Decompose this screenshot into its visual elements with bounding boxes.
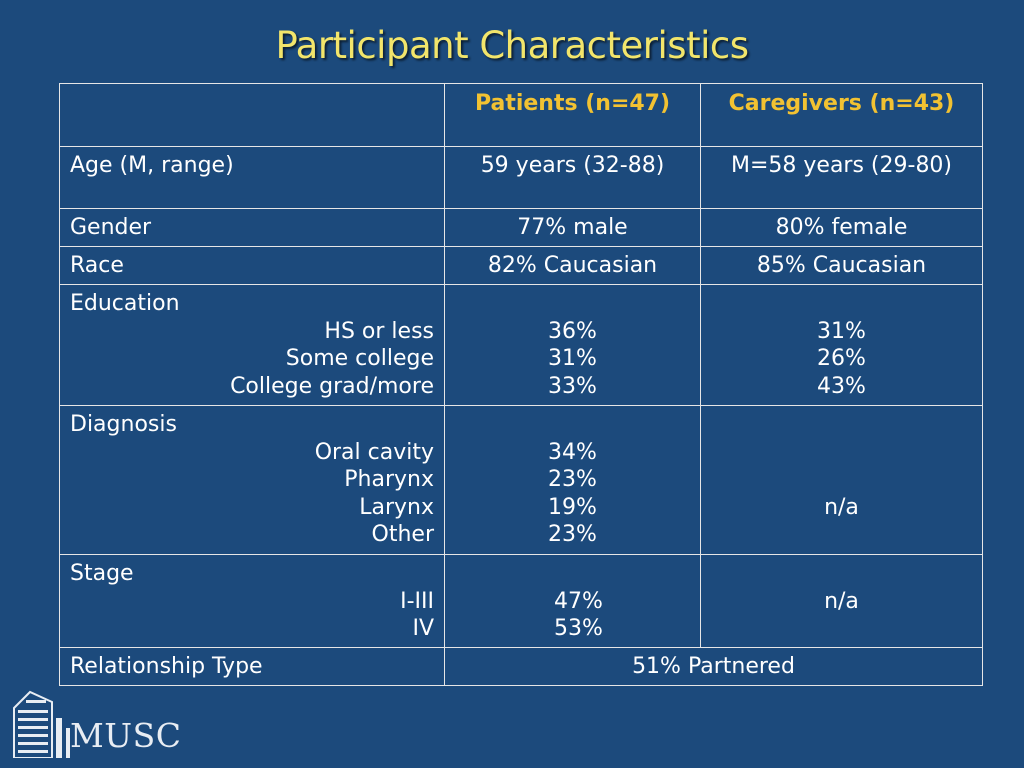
cell-gender-patients: 77% male [444,208,701,247]
cell-gender-caregivers: 80% female [700,208,983,247]
row-label-education: Education [70,291,180,316]
page-title: Participant Characteristics [275,24,749,67]
education-caregivers-college-grad: 43% [817,373,866,399]
stage-caregivers-na: n/a [824,588,859,614]
education-sub-hs: HS or less [324,318,434,344]
stage-sub-4: IV [412,616,434,642]
cell-age-caregivers: M=58 years (29-80) [700,146,983,209]
stage-patients-1-3: 47% [554,588,603,614]
education-patients-hs: 36% [548,318,597,344]
education-patients-college-grad: 33% [548,373,597,399]
diagnosis-patients-other: 23% [548,522,597,548]
stage-patients-4: 53% [554,616,603,642]
row-label-diagnosis-cell: Diagnosis Oral cavity Pharynx Larynx Oth… [59,405,445,555]
diagnosis-sub-pharynx: Pharynx [344,467,434,493]
cell-diagnosis-patients: 34% 23% 19% 23% [444,405,701,555]
diagnosis-sub-oral: Oral cavity [314,439,434,465]
cell-diagnosis-caregivers: n/a [700,405,983,555]
row-label-stage: Stage [70,561,134,586]
diagnosis-patients-larynx: 19% [548,494,597,520]
education-sub-some-college: Some college [285,346,434,372]
diagnosis-patients-pharynx: 23% [548,467,597,493]
cell-age-patients: 59 years (32-88) [444,146,701,209]
header-caregivers: Caregivers (n=43) [700,83,983,147]
diagnosis-caregivers-na: n/a [824,494,859,520]
diagnosis-patients-oral: 34% [548,439,597,465]
musc-building-logo-icon [13,690,70,758]
cell-stage-patients: 47% 53% [444,554,701,648]
row-diagnosis: Diagnosis Oral cavity Pharynx Larynx Oth… [59,405,983,555]
participant-table: Patients (n=47) Caregivers (n=43) Age (M… [59,83,983,686]
row-age: Age (M, range) 59 years (32-88) M=58 yea… [59,146,983,209]
header-patients: Patients (n=47) [444,83,701,147]
row-label-race: Race [59,246,445,285]
row-label-education-cell: Education HS or less Some college Colleg… [59,284,445,406]
education-caregivers-hs: 31% [817,318,866,344]
row-race: Race 82% Caucasian 85% Caucasian [59,246,983,285]
row-stage: Stage I-III IV 47% 53% n/a [59,554,983,648]
row-label-age: Age (M, range) [59,146,445,209]
musc-logo-text: MUSC [70,716,182,755]
cell-relationship-value: 51% Partnered [444,647,983,686]
education-sub-college-grad: College grad/more [230,373,434,399]
cell-race-caregivers: 85% Caucasian [700,246,983,285]
row-gender: Gender 77% male 80% female [59,208,983,247]
row-label-stage-cell: Stage I-III IV [59,554,445,648]
row-education: Education HS or less Some college Colleg… [59,284,983,406]
cell-education-caregivers: 31% 26% 43% [700,284,983,406]
cell-stage-caregivers: n/a [700,554,983,648]
stage-sub-1-3: I-III [400,588,434,614]
diagnosis-sub-other: Other [371,522,434,548]
header-row: Patients (n=47) Caregivers (n=43) [59,83,983,147]
cell-race-patients: 82% Caucasian [444,246,701,285]
row-label-gender: Gender [59,208,445,247]
row-label-relationship: Relationship Type [59,647,445,686]
row-relationship: Relationship Type 51% Partnered [59,647,983,686]
education-patients-some-college: 31% [548,346,597,372]
diagnosis-sub-larynx: Larynx [359,494,434,520]
header-empty-cell [59,83,445,147]
cell-education-patients: 36% 31% 33% [444,284,701,406]
education-caregivers-some-college: 26% [817,346,866,372]
row-label-diagnosis: Diagnosis [70,412,177,437]
